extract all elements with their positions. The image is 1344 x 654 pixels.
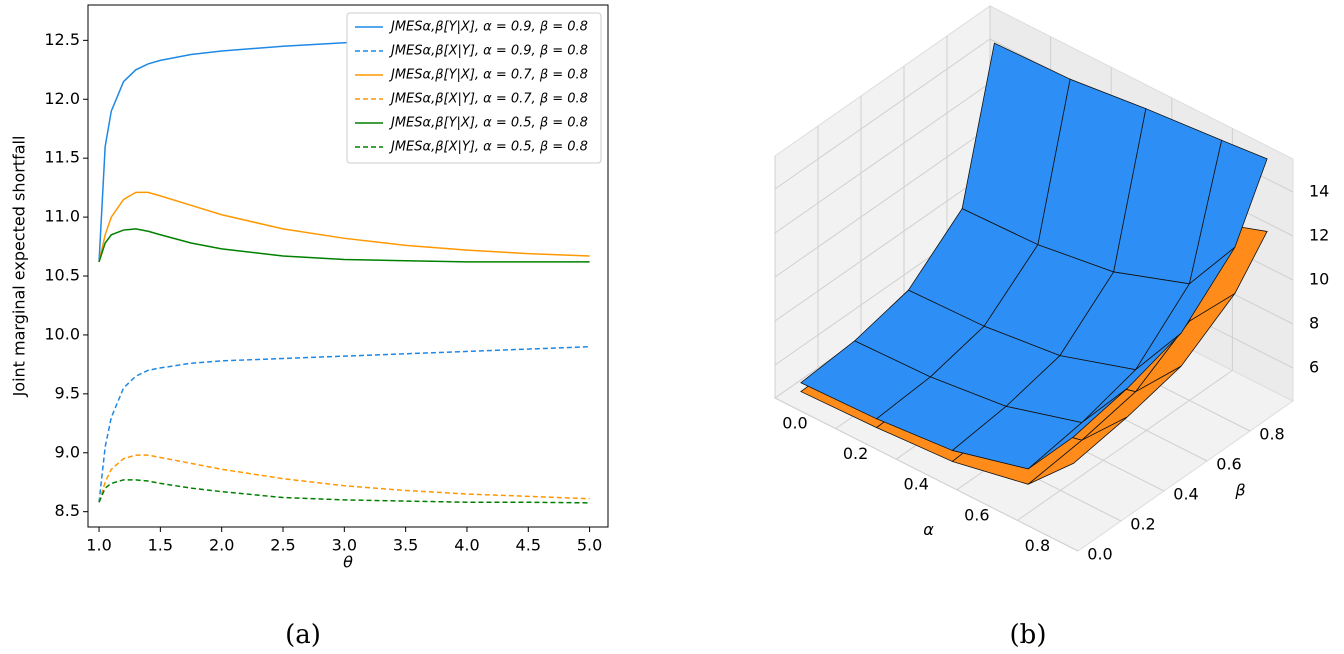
x-tick-label: 3.0 (332, 536, 357, 555)
legend-label: JMESα,β[X|Y], α = 0.9, β = 0.8 (388, 44, 588, 59)
series-line (98, 191, 590, 263)
x-tick-label: 0.4 (903, 475, 928, 494)
x-tick-label: 4.0 (454, 536, 479, 555)
x-tick-label: 4.5 (516, 536, 541, 555)
grid-line (774, 126, 991, 278)
z-tick-label: 14 (1309, 182, 1329, 201)
series-line (98, 454, 590, 503)
legend-label: JMESα,β[Y|X], α = 0.5, β = 0.8 (388, 116, 588, 131)
x-tick-label: 1.0 (86, 536, 111, 555)
z-tick-label: 8 (1309, 314, 1319, 333)
x-tick-label: 0.0 (782, 414, 807, 433)
x-axis-label: θ (343, 553, 353, 572)
grid-line (774, 397, 1079, 552)
y-axis-label: Joint marginal expected shortfall (10, 136, 29, 398)
z-tick-label: 12 (1309, 226, 1329, 245)
legend-label: JMESα,β[Y|X], α = 0.7, β = 0.8 (388, 68, 588, 83)
legend-box (346, 12, 602, 164)
x-tick-label: 0.2 (843, 444, 868, 463)
x-tick-label: 2.5 (270, 536, 295, 555)
x-axis-label: α (923, 520, 934, 539)
grid-line (774, 38, 991, 190)
x-tick-label: 1.5 (148, 536, 173, 555)
y-tick-label: 8.5 (55, 501, 80, 520)
y-tick-label: 12.0 (44, 89, 80, 108)
series-line (98, 345, 590, 503)
y-tick-label: 9.0 (55, 442, 80, 461)
y-tick-label: 0.0 (1087, 545, 1112, 564)
y-tick-label: 0.2 (1130, 515, 1155, 534)
surface-patch (1027, 388, 1128, 470)
z-tick-label: 10 (1309, 270, 1329, 289)
x-tick-label: 3.5 (393, 536, 418, 555)
y-tick-label: 0.8 (1259, 425, 1284, 444)
y-tick-label: 0.4 (1173, 485, 1198, 504)
plot-frame (87, 4, 609, 528)
grid-line (774, 170, 991, 322)
caption: (b) (1010, 620, 1047, 650)
legend-label: JMESα,β[Y|X], α = 0.9, β = 0.8 (388, 20, 588, 35)
series-line (98, 479, 590, 504)
legend-label: JMESα,β[X|Y], α = 0.7, β = 0.8 (388, 92, 588, 107)
y-tick-label: 11.5 (44, 148, 80, 167)
series-line (98, 228, 590, 263)
surface-patch (1027, 416, 1128, 485)
grid-line (774, 82, 991, 234)
grid-line (1017, 369, 1233, 521)
y-axis-label: β (1234, 481, 1245, 500)
y-tick-label: 10.0 (44, 324, 80, 343)
caption: (a) (285, 620, 321, 650)
x-tick-label: 0.6 (964, 505, 989, 524)
legend-label: JMESα,β[X|Y], α = 0.5, β = 0.8 (388, 140, 588, 155)
x-tick-label: 0.8 (1025, 536, 1050, 555)
x-tick-label: 2.0 (209, 536, 234, 555)
y-tick-label: 11.0 (44, 207, 80, 226)
y-tick-label: 10.5 (44, 266, 80, 285)
y-tick-label: 0.6 (1216, 455, 1241, 474)
y-tick-label: 12.5 (44, 30, 80, 49)
y-tick-label: 9.5 (55, 383, 80, 402)
x-tick-label: 5.0 (577, 536, 602, 555)
z-tick-label: 6 (1309, 358, 1319, 377)
